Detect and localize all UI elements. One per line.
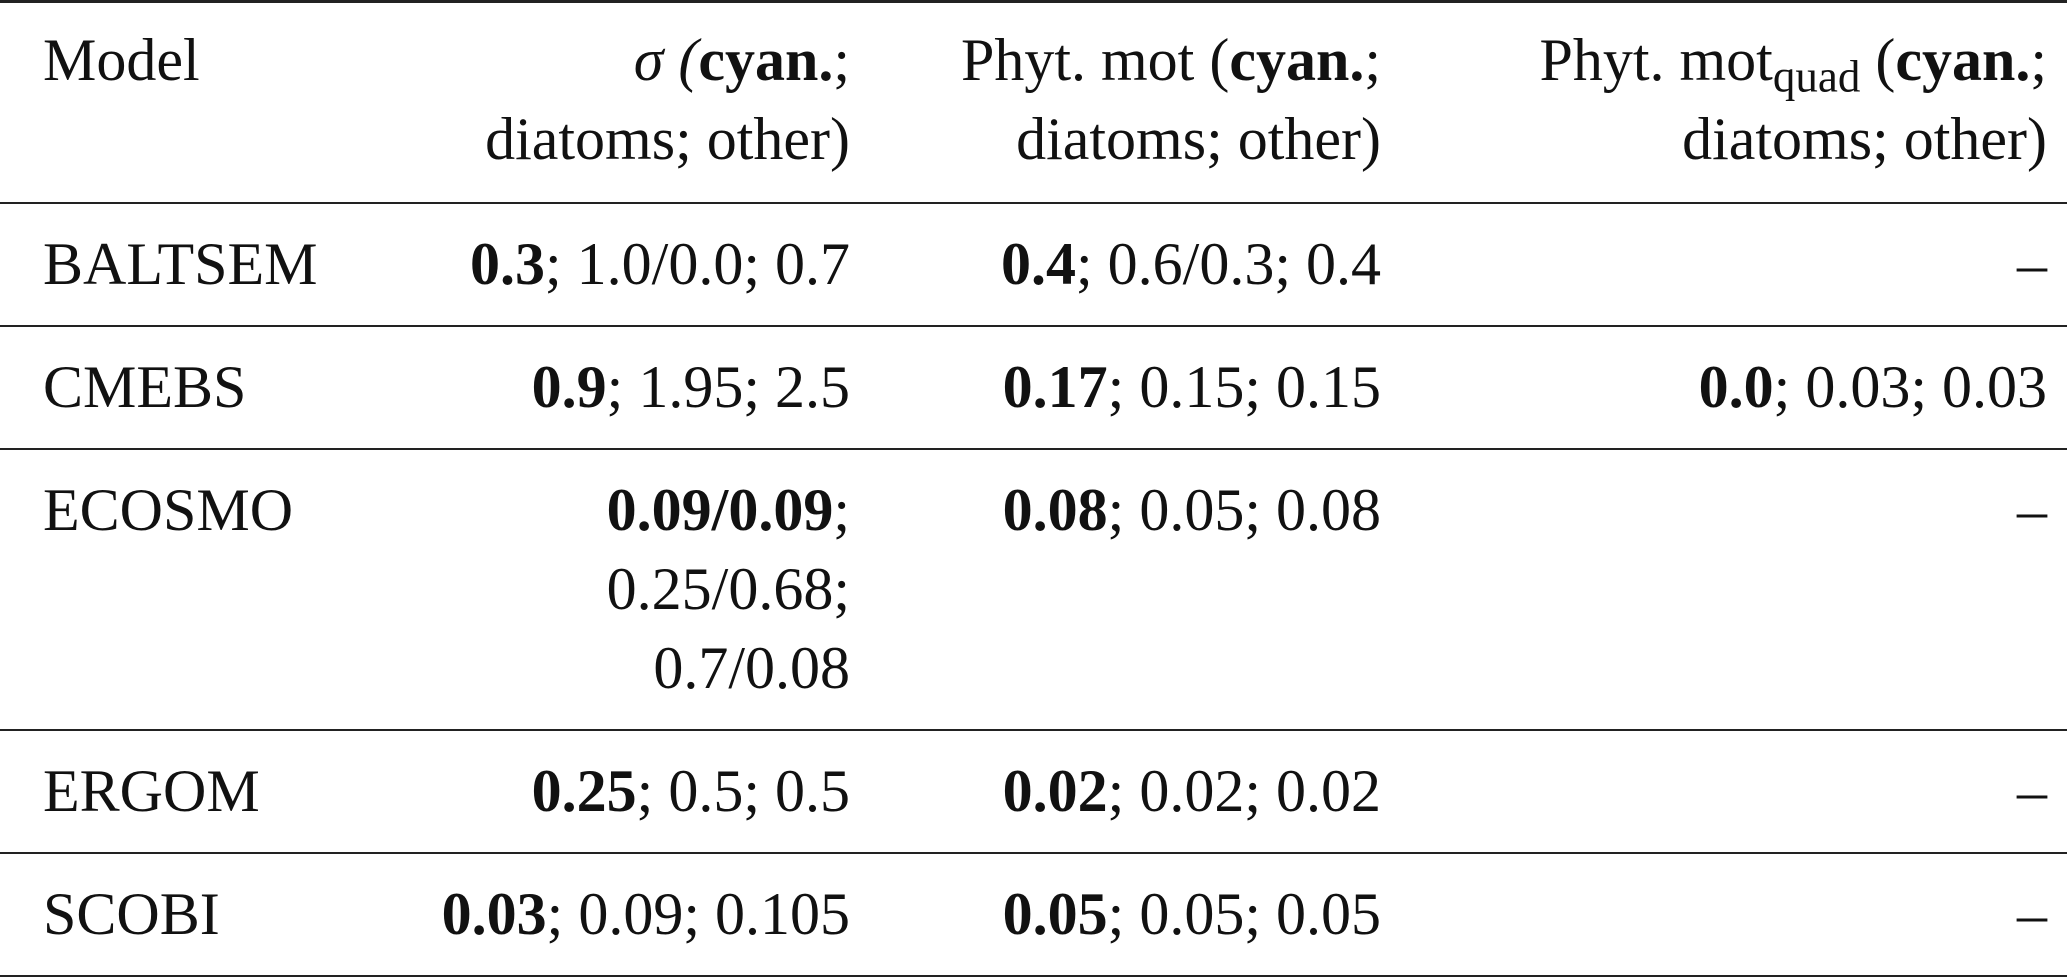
cell-text: ; 0.5; 0.5 bbox=[636, 758, 850, 824]
cell-text: 0.09/0.09 bbox=[606, 477, 834, 543]
value-cell: 0.05; 0.05; 0.05 bbox=[870, 853, 1401, 976]
model-name: ECOSMO bbox=[0, 449, 440, 730]
cell-text: quad bbox=[1772, 51, 1861, 102]
cell-text: 0.3 bbox=[469, 231, 545, 297]
cell-text: cyan. bbox=[1895, 27, 2031, 93]
value-cell: 0.9; 1.95; 2.5 bbox=[440, 326, 870, 449]
cell-text: SCOBI bbox=[43, 881, 220, 947]
value-cell: – bbox=[1401, 449, 2067, 730]
cell-text: ; 0.05; 0.05 bbox=[1107, 881, 1381, 947]
cell-text: ECOSMO bbox=[43, 477, 294, 543]
value-cell: 0.02; 0.02; 0.02 bbox=[870, 730, 1401, 853]
cell-text: 0.02 bbox=[1002, 758, 1108, 824]
cell-text: 0.17 bbox=[1002, 354, 1108, 420]
cell-text: ( bbox=[1860, 27, 1896, 93]
cell-text: ; 1.0/0.0; 0.7 bbox=[544, 231, 850, 297]
cell-text: 0.03 bbox=[441, 881, 547, 947]
cell-text: σ ( bbox=[633, 27, 699, 93]
value-cell: 0.25; 0.5; 0.5 bbox=[440, 730, 870, 853]
header-cell: Phyt. mot (cyan.; diatoms; other) bbox=[870, 2, 1401, 204]
cell-text: ; 0.15; 0.15 bbox=[1107, 354, 1381, 420]
cell-text: ; 0.6/0.3; 0.4 bbox=[1075, 231, 1381, 297]
cell-text: ; 0.05; 0.08 bbox=[1107, 477, 1381, 543]
cell-text: ; diatoms; other) bbox=[1682, 27, 2047, 172]
cell-text: BALTSEM bbox=[43, 231, 318, 297]
cell-text: – bbox=[2017, 758, 2047, 824]
table-row: SCOBI 0.03; 0.09; 0.105 0.05; 0.05; 0.05– bbox=[0, 853, 2067, 976]
value-cell: – bbox=[1401, 853, 2067, 976]
value-cell: – bbox=[1401, 203, 2067, 326]
value-cell: 0.0; 0.03; 0.03 bbox=[1401, 326, 2067, 449]
header-row: Model σ (cyan.; diatoms; other) Phyt. mot … bbox=[0, 1, 2067, 204]
cell-text: cyan. bbox=[698, 27, 834, 93]
value-cell: 0.17; 0.15; 0.15 bbox=[870, 326, 1401, 449]
cell-text: CMEBS bbox=[43, 354, 247, 420]
cell-text: Phyt. mot bbox=[1539, 27, 1773, 93]
cell-text: ; diatoms; other) bbox=[485, 27, 850, 172]
cell-text: ; diatoms; other) bbox=[1016, 27, 1381, 172]
cell-text: 0.05 bbox=[1002, 881, 1108, 947]
value-cell: 0.03; 0.09; 0.105 bbox=[440, 853, 870, 976]
cell-text: ERGOM bbox=[43, 758, 260, 824]
table-body: BALTSEM 0.3; 1.0/0.0; 0.7 0.4; 0.6/0.3; 0.… bbox=[0, 203, 2067, 976]
cell-text: 0.4 bbox=[1000, 231, 1076, 297]
model-name: BALTSEM bbox=[0, 203, 440, 326]
value-cell: 0.4; 0.6/0.3; 0.4 bbox=[870, 203, 1401, 326]
value-cell: – bbox=[1401, 730, 2067, 853]
header-cell: σ (cyan.; diatoms; other) bbox=[440, 2, 870, 204]
table-header: Model σ (cyan.; diatoms; other) Phyt. mot … bbox=[0, 1, 2067, 204]
cell-text: ; 0.25/0.68; 0.7/0.08 bbox=[606, 477, 850, 701]
table-row: BALTSEM 0.3; 1.0/0.0; 0.7 0.4; 0.6/0.3; 0.… bbox=[0, 203, 2067, 326]
header-cell: Phyt. motquad (cyan.; diatoms; other) bbox=[1401, 2, 2067, 204]
cell-text: Phyt. mot ( bbox=[960, 27, 1230, 93]
cell-text: 0.08 bbox=[1002, 477, 1108, 543]
cell-text: ; 0.09; 0.105 bbox=[546, 881, 850, 947]
cell-text: 0.0 bbox=[1698, 354, 1774, 420]
model-name: ERGOM bbox=[0, 730, 440, 853]
table-row: ECOSMO 0.09/0.09; 0.25/0.68; 0.7/0.08 0.08… bbox=[0, 449, 2067, 730]
cell-text: – bbox=[2017, 477, 2047, 543]
cell-text: 0.25 bbox=[531, 758, 637, 824]
cell-text: ; 1.95; 2.5 bbox=[606, 354, 850, 420]
value-cell: 0.08; 0.05; 0.08 bbox=[870, 449, 1401, 730]
cell-text: cyan. bbox=[1229, 27, 1365, 93]
header-cell: Model bbox=[0, 2, 440, 204]
cell-text: – bbox=[2017, 231, 2047, 297]
model-name: SCOBI bbox=[0, 853, 440, 976]
value-cell: 0.3; 1.0/0.0; 0.7 bbox=[440, 203, 870, 326]
table-row: ERGOM 0.25; 0.5; 0.5 0.02; 0.02; 0.02– bbox=[0, 730, 2067, 853]
value-cell: 0.09/0.09; 0.25/0.68; 0.7/0.08 bbox=[440, 449, 870, 730]
table-row: CMEBS 0.9; 1.95; 2.5 0.17; 0.15; 0.15 0.0; … bbox=[0, 326, 2067, 449]
cell-text: Model bbox=[43, 27, 200, 93]
cell-text: ; 0.02; 0.02 bbox=[1107, 758, 1381, 824]
cell-text: – bbox=[2017, 881, 2047, 947]
cell-text: ; 0.03; 0.03 bbox=[1773, 354, 2047, 420]
cell-text: 0.9 bbox=[531, 354, 607, 420]
model-name: CMEBS bbox=[0, 326, 440, 449]
